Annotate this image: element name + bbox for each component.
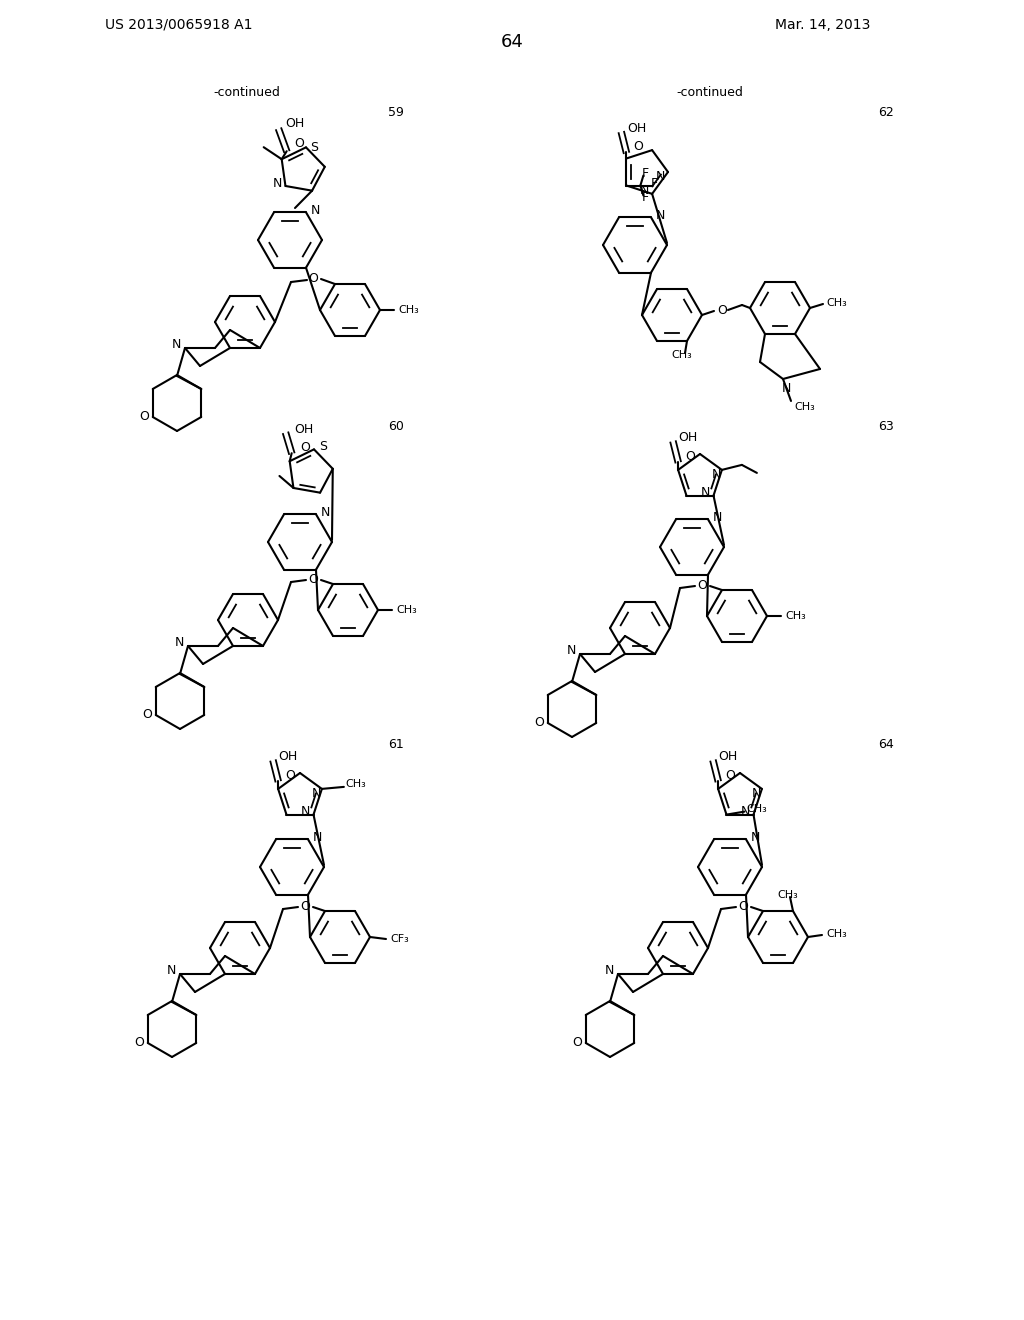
Text: O: O [725, 770, 735, 783]
Text: CH₃: CH₃ [345, 779, 367, 789]
Text: CH₃: CH₃ [398, 305, 419, 315]
Text: CH₃: CH₃ [795, 403, 815, 412]
Text: O: O [534, 717, 544, 730]
Text: O: O [139, 411, 148, 424]
Text: US 2013/0065918 A1: US 2013/0065918 A1 [105, 18, 253, 32]
Text: N: N [712, 469, 722, 482]
Text: OH: OH [679, 432, 697, 445]
Text: N: N [740, 805, 751, 818]
Text: CH₃: CH₃ [826, 929, 847, 939]
Text: N: N [171, 338, 180, 351]
Text: O: O [300, 899, 310, 912]
Text: N: N [700, 486, 711, 499]
Text: 60: 60 [388, 421, 403, 433]
Text: N: N [312, 788, 322, 800]
Text: F: F [642, 191, 649, 205]
Text: S: S [310, 141, 318, 154]
Text: CH₃: CH₃ [777, 890, 799, 900]
Text: F: F [642, 168, 649, 180]
Text: CH₃: CH₃ [785, 611, 806, 620]
Text: N: N [751, 830, 760, 843]
Text: OH: OH [294, 422, 313, 436]
Text: O: O [738, 899, 748, 912]
Text: -continued: -continued [214, 87, 281, 99]
Text: CH₃: CH₃ [396, 605, 417, 615]
Text: O: O [571, 1036, 582, 1049]
Text: 64: 64 [501, 33, 523, 51]
Text: O: O [286, 770, 295, 783]
Text: CH₃: CH₃ [746, 804, 767, 813]
Text: O: O [300, 441, 309, 454]
Text: N: N [312, 830, 322, 843]
Text: N: N [301, 805, 310, 818]
Text: F: F [651, 177, 658, 190]
Text: 64: 64 [878, 738, 894, 751]
Text: CH₃: CH₃ [826, 298, 847, 308]
Text: OH: OH [719, 750, 737, 763]
Text: 59: 59 [388, 107, 403, 120]
Text: O: O [717, 304, 727, 317]
Text: 62: 62 [878, 107, 894, 120]
Text: N: N [566, 644, 575, 657]
Text: O: O [634, 140, 643, 153]
Text: OH: OH [285, 116, 304, 129]
Text: CF₃: CF₃ [390, 935, 409, 944]
Text: N: N [166, 965, 176, 978]
Text: N: N [310, 203, 319, 216]
Text: N: N [272, 177, 283, 190]
Text: OH: OH [279, 750, 298, 763]
Text: CH₃: CH₃ [672, 350, 692, 360]
Text: N: N [753, 788, 762, 800]
Text: O: O [697, 578, 707, 591]
Text: Mar. 14, 2013: Mar. 14, 2013 [774, 18, 870, 32]
Text: OH: OH [627, 121, 646, 135]
Text: N: N [174, 636, 183, 649]
Text: O: O [308, 272, 317, 285]
Text: N: N [655, 209, 665, 222]
Text: N: N [639, 185, 649, 198]
Text: O: O [685, 450, 695, 463]
Text: N: N [713, 511, 722, 524]
Text: 63: 63 [878, 421, 894, 433]
Text: N: N [604, 965, 613, 978]
Text: N: N [781, 383, 791, 396]
Text: O: O [294, 137, 304, 149]
Text: S: S [319, 440, 327, 453]
Text: N: N [655, 170, 665, 183]
Text: -continued: -continued [677, 87, 743, 99]
Text: O: O [134, 1036, 143, 1049]
Text: O: O [141, 709, 152, 722]
Text: N: N [321, 506, 330, 519]
Text: O: O [308, 573, 317, 586]
Text: 61: 61 [388, 738, 403, 751]
